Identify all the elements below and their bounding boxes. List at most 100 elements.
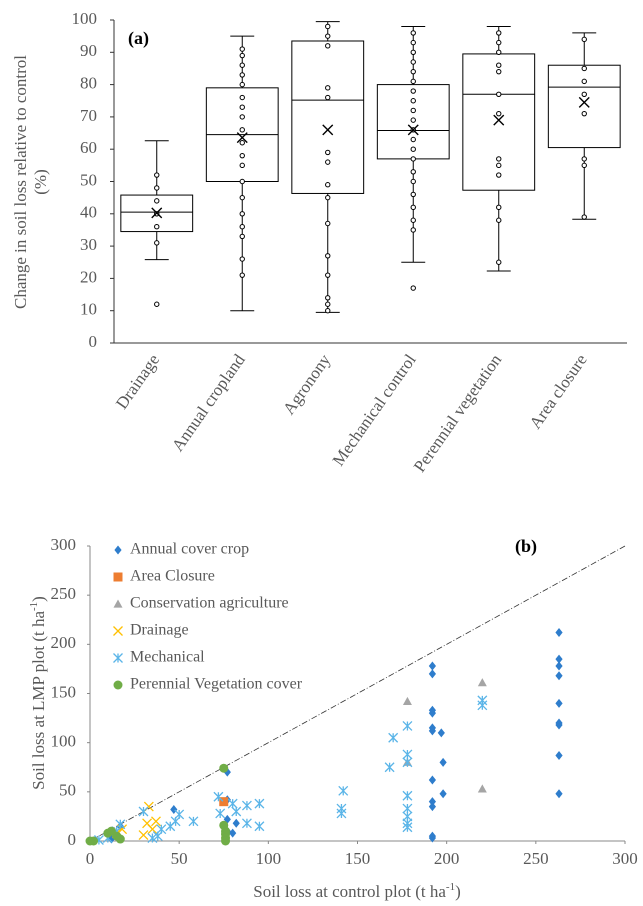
- point: [138, 806, 149, 817]
- point: [581, 91, 587, 97]
- point: [402, 803, 413, 814]
- point: [239, 272, 245, 278]
- point: [232, 818, 240, 828]
- legend-marker: [113, 572, 123, 582]
- point: [325, 295, 331, 301]
- point: [219, 763, 229, 773]
- x-axis-label: Soil loss at control plot (t ha-1): [253, 881, 461, 901]
- point: [325, 33, 331, 39]
- point: [227, 798, 238, 809]
- point: [239, 211, 245, 217]
- point: [428, 669, 436, 679]
- point: [496, 204, 502, 211]
- annotation: (b): [515, 536, 537, 557]
- point: [496, 172, 502, 178]
- point: [388, 732, 399, 743]
- point: [213, 791, 224, 802]
- point: [254, 798, 265, 809]
- point: [239, 52, 245, 59]
- point: [428, 797, 436, 807]
- point: [152, 831, 163, 842]
- y-tick-label: 10: [80, 300, 97, 319]
- point: [154, 224, 160, 230]
- y-tick-label: 20: [80, 267, 97, 286]
- point: [428, 775, 436, 785]
- point: [231, 806, 242, 817]
- legend-label: Perennial Vegetation cover: [130, 676, 303, 693]
- legend-marker: [113, 653, 123, 663]
- point: [402, 696, 412, 705]
- x-tick-label: Perennial vegetation: [410, 350, 506, 475]
- point: [410, 88, 416, 94]
- point: [410, 39, 416, 46]
- legend-marker: [113, 599, 123, 608]
- y-tick-label: 30: [80, 235, 97, 254]
- point: [555, 720, 563, 730]
- x-tick-label: 50: [171, 849, 188, 868]
- point: [325, 253, 331, 259]
- point: [410, 68, 416, 75]
- point: [496, 30, 502, 36]
- point: [410, 204, 416, 211]
- point: [496, 217, 502, 223]
- point: [239, 140, 245, 146]
- x-tick-label: 150: [345, 849, 371, 868]
- point: [428, 726, 436, 736]
- y-axis-label: Change in soil loss relative to control: [11, 55, 30, 309]
- y-tick-label: 0: [68, 830, 77, 849]
- mean: [151, 207, 163, 219]
- point: [410, 146, 416, 152]
- box: [291, 40, 365, 194]
- point: [325, 220, 331, 227]
- point: [496, 39, 502, 46]
- mean: [407, 124, 419, 136]
- point: [581, 214, 587, 220]
- point: [410, 107, 416, 114]
- legend-marker: [113, 626, 123, 636]
- x-tick-label: Annual cropland: [168, 350, 249, 455]
- point: [154, 172, 160, 178]
- point: [147, 824, 158, 835]
- x-tick-label: 0: [86, 849, 95, 868]
- point: [581, 162, 587, 169]
- point: [555, 661, 563, 671]
- point: [581, 36, 587, 43]
- point: [402, 720, 413, 731]
- point: [437, 728, 445, 738]
- y-tick-label: 70: [80, 106, 97, 125]
- x-axis-label-end: ): [455, 882, 461, 901]
- point: [239, 233, 245, 240]
- point: [241, 818, 252, 829]
- point: [325, 194, 331, 201]
- point: [239, 46, 245, 52]
- point: [439, 757, 447, 767]
- y-axis-label: (%): [31, 169, 50, 194]
- point: [239, 127, 245, 133]
- point: [410, 117, 416, 123]
- point: [154, 198, 160, 204]
- x-tick-label: Drainage: [112, 351, 163, 413]
- point: [428, 661, 436, 671]
- point: [439, 789, 447, 799]
- y-axis-label-text: Soil loss at LMP plot (t ha: [29, 611, 48, 790]
- point: [555, 750, 563, 760]
- point: [555, 671, 563, 681]
- legend-marker: [113, 680, 123, 690]
- y-tick-label: 50: [59, 781, 76, 800]
- identity-line: [89, 545, 626, 842]
- x-tick-label: Agronony: [279, 350, 334, 418]
- point: [239, 104, 245, 110]
- point: [239, 62, 245, 68]
- mean: [578, 96, 590, 108]
- y-tick-label: 250: [51, 584, 77, 603]
- point: [239, 72, 245, 78]
- point: [555, 628, 563, 638]
- point: [239, 256, 245, 262]
- point: [410, 191, 416, 198]
- x-tick-label: Area closure: [526, 351, 591, 433]
- point: [239, 162, 245, 169]
- point: [496, 49, 502, 55]
- point: [410, 156, 416, 162]
